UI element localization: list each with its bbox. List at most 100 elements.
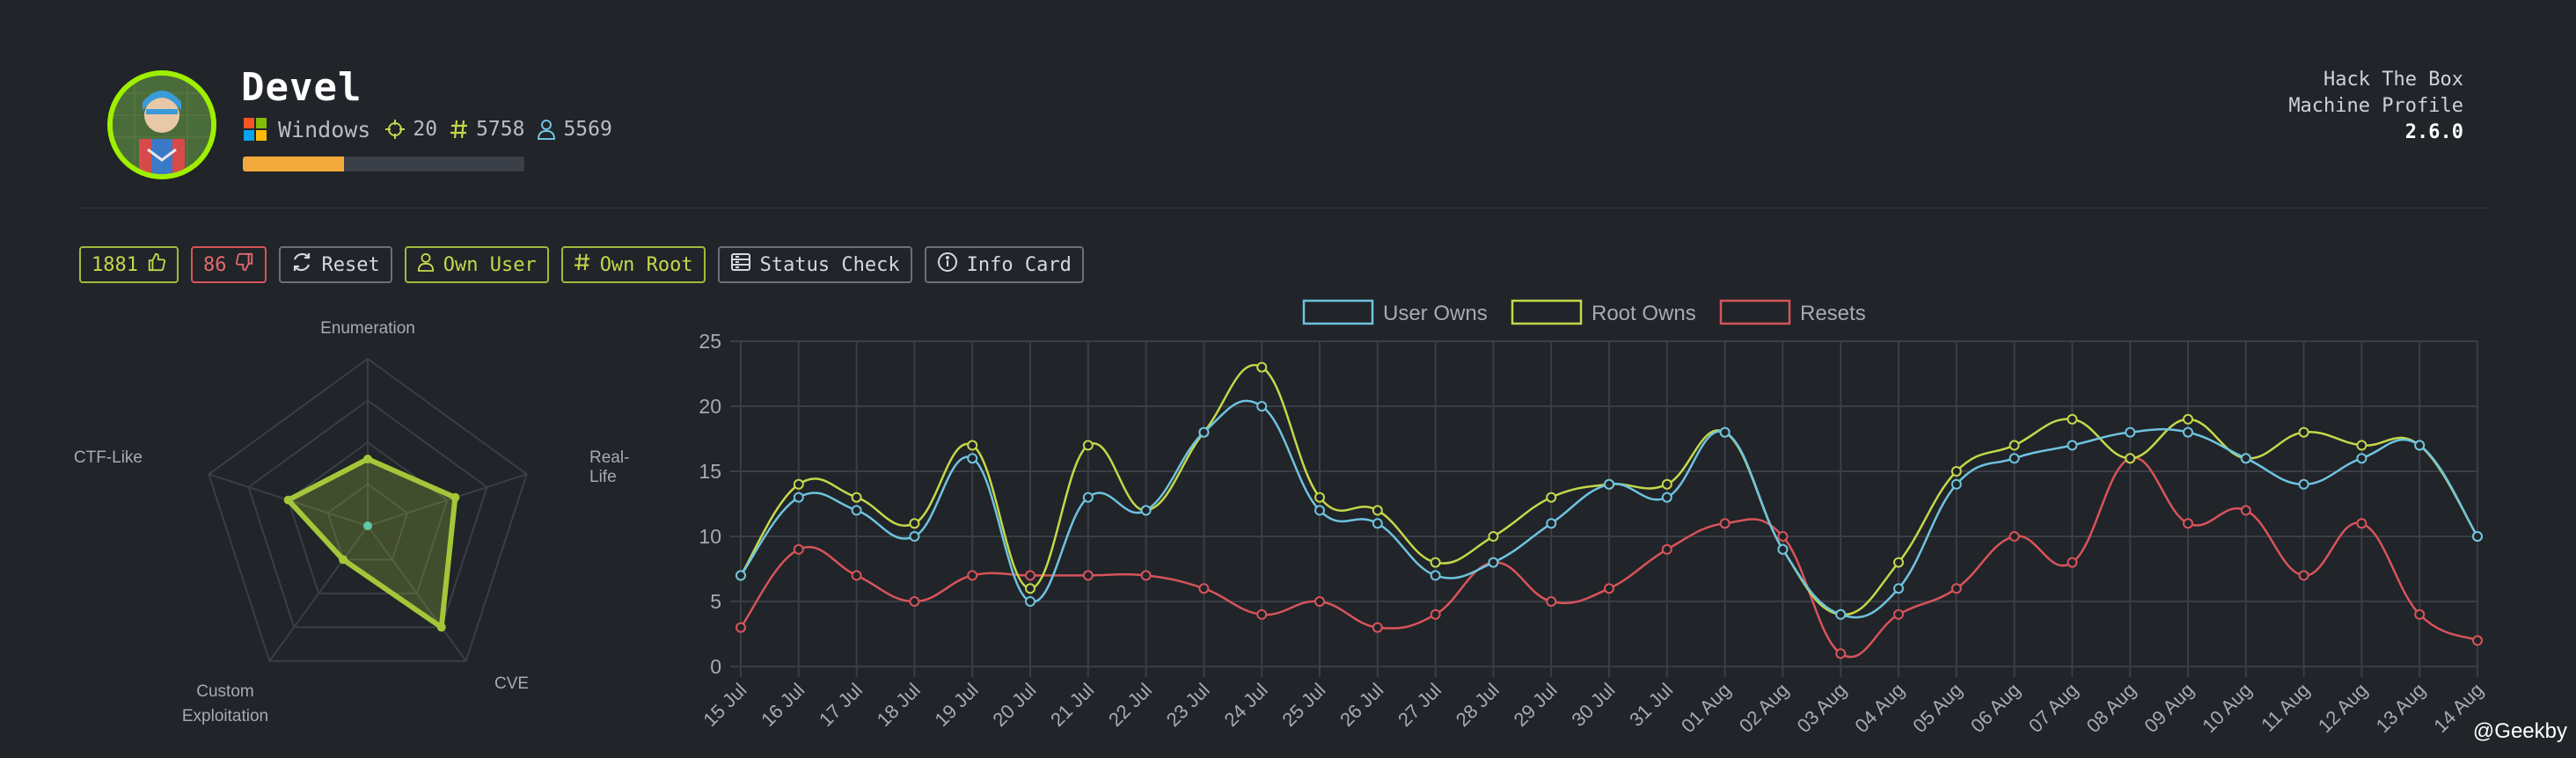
legend-label: Root Owns bbox=[1592, 302, 1696, 325]
legend-swatch bbox=[1719, 299, 1791, 325]
radar-svg bbox=[208, 357, 528, 662]
x-tick-label: 11 Aug bbox=[2257, 679, 2314, 736]
legend-label: User Owns bbox=[1383, 302, 1488, 325]
y-tick-label: 15 bbox=[699, 460, 721, 483]
x-tick-label: 16 Jul bbox=[757, 679, 809, 731]
data-point bbox=[1430, 570, 1441, 581]
y-tick-label: 20 bbox=[699, 395, 721, 418]
data-point bbox=[1314, 492, 1325, 503]
data-point bbox=[2183, 426, 2193, 438]
radar-data-point bbox=[450, 492, 460, 502]
radar-grid-ring bbox=[208, 357, 528, 662]
own-user-label: Own User bbox=[443, 253, 537, 276]
x-tick-label: 25 Jul bbox=[1277, 679, 1329, 731]
dislike-button[interactable]: 86 bbox=[190, 246, 267, 283]
radar-data-point bbox=[283, 495, 293, 505]
series-line-user-owns bbox=[739, 399, 2479, 619]
data-point bbox=[1604, 583, 1614, 594]
data-point bbox=[2240, 453, 2251, 464]
data-point bbox=[967, 570, 978, 581]
user-outline-icon bbox=[417, 252, 435, 277]
radar-axis-line bbox=[268, 525, 369, 662]
data-point bbox=[1719, 518, 1731, 529]
x-tick-label: 20 Jul bbox=[988, 679, 1040, 731]
data-point bbox=[1950, 583, 1962, 594]
data-point bbox=[1082, 570, 1094, 581]
x-tick-label: 05 Aug bbox=[1908, 679, 1966, 737]
data-point bbox=[1488, 531, 1499, 542]
data-point bbox=[1430, 609, 1441, 620]
x-tick-label: 03 Aug bbox=[1793, 679, 1851, 737]
data-point bbox=[2067, 440, 2078, 451]
x-tick-label: 01 Aug bbox=[1677, 679, 1735, 737]
data-point bbox=[2009, 531, 2020, 542]
os-label: Windows bbox=[278, 116, 371, 142]
data-point bbox=[2125, 426, 2136, 438]
radar-axis-line bbox=[367, 473, 528, 527]
data-point bbox=[2298, 478, 2309, 490]
data-point bbox=[1719, 426, 1731, 438]
x-tick-label: 12 Aug bbox=[2314, 679, 2372, 737]
legend-label: Resets bbox=[1800, 302, 1866, 325]
data-point bbox=[1430, 557, 1441, 568]
hash-icon bbox=[450, 119, 469, 140]
data-point bbox=[1372, 505, 1383, 516]
x-tick-label: 04 Aug bbox=[1850, 679, 1908, 737]
data-point bbox=[1546, 492, 1557, 503]
info-card-button[interactable]: Info Card bbox=[924, 246, 1084, 283]
data-point bbox=[1314, 505, 1325, 516]
own-user-button[interactable]: Own User bbox=[404, 246, 549, 283]
data-point bbox=[1140, 505, 1152, 516]
radar-axis-label: Real-Life bbox=[589, 448, 630, 486]
data-point bbox=[2472, 531, 2483, 542]
profile-label: Machine Profile bbox=[2288, 95, 2463, 117]
reset-button[interactable]: Reset bbox=[279, 246, 392, 283]
crosshair-icon bbox=[384, 119, 406, 140]
thumbs-up-icon bbox=[147, 252, 166, 277]
data-point bbox=[1256, 609, 1268, 620]
x-tick-label: 08 Aug bbox=[2082, 679, 2141, 737]
data-point bbox=[1893, 609, 1904, 620]
action-bar: 1881 86 Reset Own User bbox=[79, 246, 1084, 283]
data-point bbox=[2067, 413, 2078, 425]
x-tick-label: 27 Jul bbox=[1394, 679, 1445, 731]
x-tick-label: 13 Aug bbox=[2372, 679, 2430, 737]
legend-swatch bbox=[1302, 299, 1374, 325]
x-tick-label: 15 Jul bbox=[699, 679, 750, 731]
data-point bbox=[909, 531, 920, 542]
server-icon bbox=[730, 252, 751, 277]
radar-axis-line bbox=[367, 525, 467, 662]
data-point bbox=[1661, 543, 1672, 555]
radar-data-point bbox=[339, 555, 348, 565]
own-root-button[interactable]: Own Root bbox=[560, 246, 706, 283]
site-name: Hack The Box bbox=[2324, 69, 2463, 91]
x-tick-label: 10 Aug bbox=[2198, 679, 2256, 737]
data-point bbox=[1140, 570, 1152, 581]
radar-axis-label: CVE bbox=[494, 674, 530, 693]
y-tick-label: 5 bbox=[710, 590, 721, 613]
data-point bbox=[2414, 440, 2426, 451]
x-tick-label: 18 Jul bbox=[873, 679, 925, 731]
x-tick-label: 24 Jul bbox=[1220, 679, 1272, 731]
data-point bbox=[735, 622, 746, 633]
owns-line-chart: 0 5 10 15 20 25 15 Jul 16 Jul 17 Jul 18 Jul 19 Jul… bbox=[686, 290, 2516, 754]
data-point bbox=[967, 453, 978, 464]
status-check-button[interactable]: Status Check bbox=[717, 246, 912, 283]
data-point bbox=[851, 570, 862, 581]
data-point bbox=[851, 505, 862, 516]
hash-icon bbox=[574, 252, 591, 277]
like-button[interactable]: 1881 bbox=[79, 246, 179, 283]
user-owns-value: 5569 bbox=[563, 118, 612, 141]
x-tick-label: 28 Jul bbox=[1452, 679, 1504, 731]
x-tick-label: 31 Jul bbox=[1625, 679, 1677, 731]
info-card-label: Info Card bbox=[966, 253, 1072, 276]
data-point bbox=[1082, 492, 1094, 503]
x-tick-label: 19 Jul bbox=[931, 679, 983, 731]
radar-grid-ring bbox=[247, 399, 488, 629]
refresh-icon bbox=[291, 251, 312, 278]
thumbs-down-icon bbox=[235, 252, 254, 277]
y-tick-label: 10 bbox=[699, 525, 721, 548]
machine-avatar bbox=[107, 70, 216, 179]
series-line-root-owns bbox=[739, 364, 2479, 616]
data-point bbox=[735, 570, 746, 581]
